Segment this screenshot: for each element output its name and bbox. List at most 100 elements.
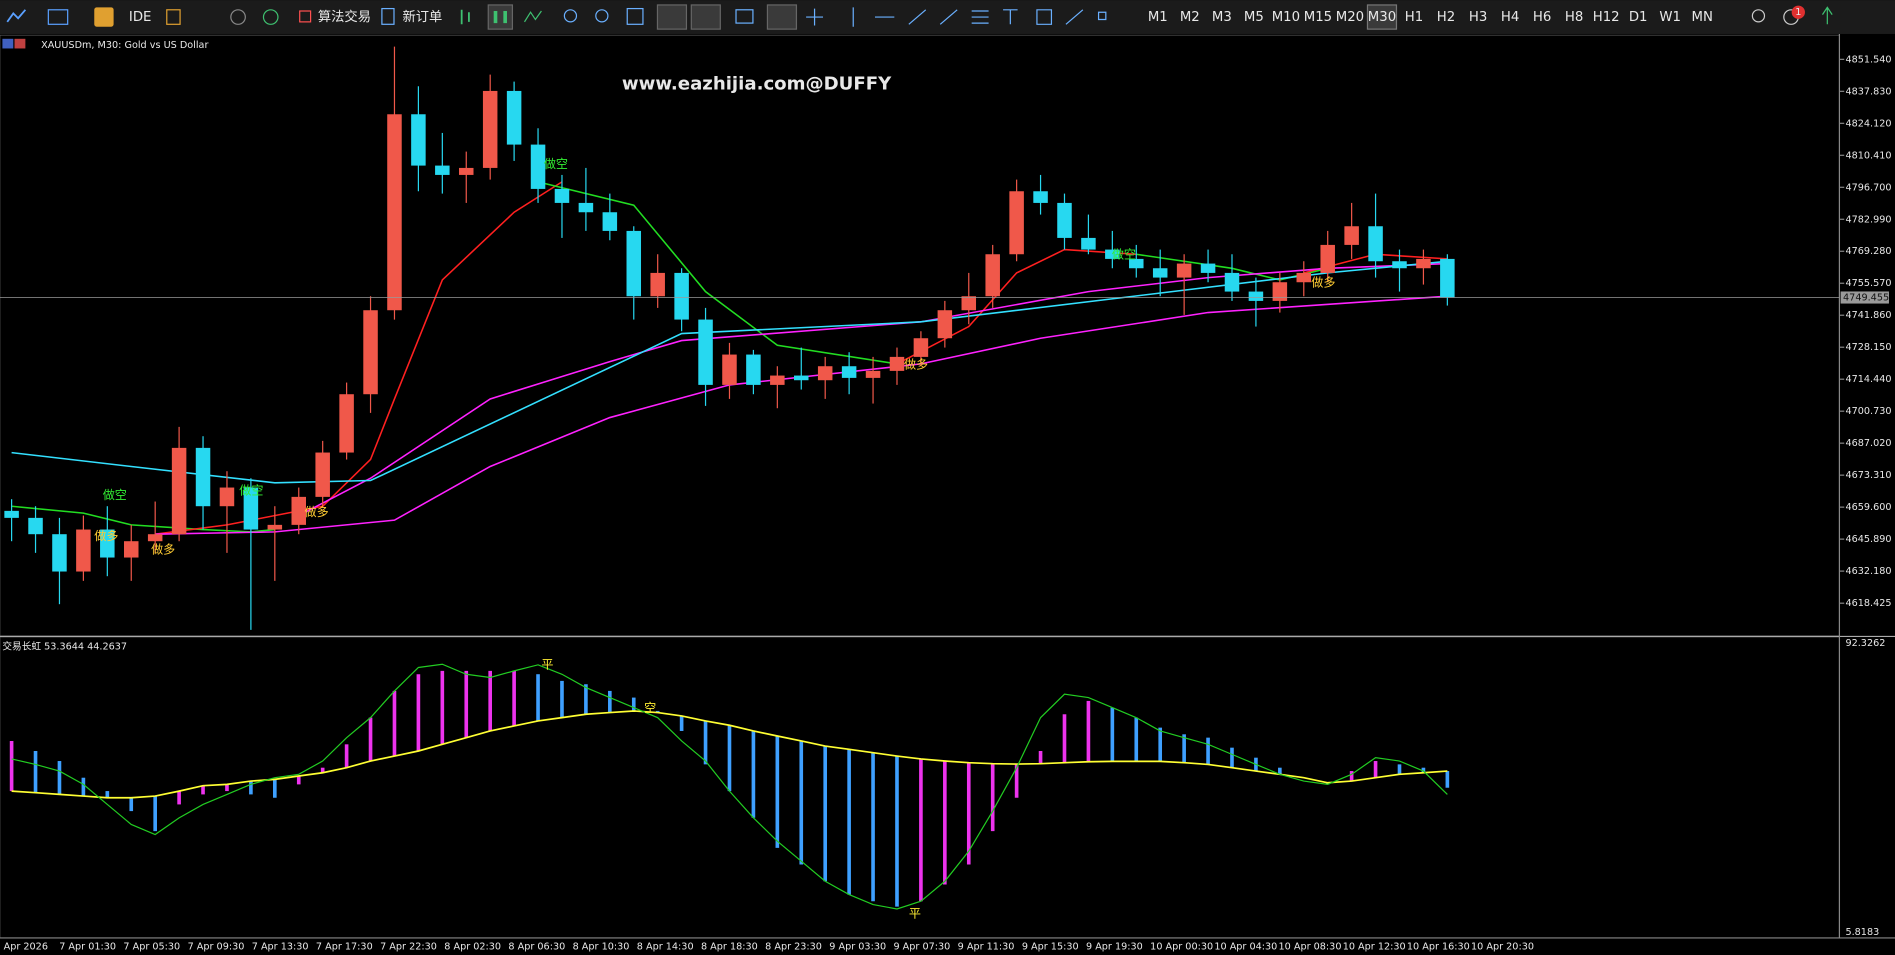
algo-trading-button[interactable]: 算法交易 (318, 8, 371, 25)
candle-body (28, 517, 43, 535)
search-icon[interactable] (1751, 9, 1766, 23)
timeframe-button[interactable]: M1 (1148, 10, 1168, 25)
timeframe-button[interactable]: M10 (1272, 10, 1300, 25)
bars-icon[interactable] (460, 9, 470, 25)
candle-body (100, 529, 115, 558)
time-label: 10 Apr 16:30 (1407, 941, 1470, 952)
autoscroll-icon[interactable] (690, 4, 721, 30)
crosshair-icon[interactable] (806, 8, 824, 26)
candle-body (530, 144, 546, 189)
timeframe-button[interactable]: M5 (1244, 10, 1264, 25)
toolbar-bg (0, 0, 1895, 34)
candle-body (459, 167, 474, 175)
candle-body (770, 375, 785, 385)
zoom-out-icon[interactable] (595, 9, 609, 23)
indicator-annotation: 平 (541, 657, 553, 671)
timeframe-button[interactable]: H2 (1437, 10, 1455, 25)
signal-line (11, 710, 1448, 799)
grid-icon[interactable] (626, 7, 644, 25)
indicator-title: 交易长虹 53.3644 44.2637 (2, 641, 127, 653)
time-label: 8 Apr 06:30 (508, 941, 565, 952)
cursor-icon[interactable] (766, 4, 798, 30)
signal-annotation: 做多 (1311, 274, 1335, 289)
candle-body (1416, 258, 1431, 269)
timeframe-button[interactable]: H1 (1405, 10, 1423, 25)
time-label: Apr 2026 (4, 941, 48, 952)
time-label: 7 Apr 01:30 (59, 941, 116, 952)
candle-body (147, 534, 163, 542)
new-order-button[interactable]: 新订单 (402, 9, 442, 25)
cloud-icon[interactable] (230, 9, 246, 25)
candle-body (1176, 263, 1192, 278)
timeframe-button[interactable]: H8 (1565, 10, 1583, 25)
moving-average (298, 262, 1448, 517)
candle-body (650, 272, 665, 297)
candle-body (794, 375, 809, 381)
time-label: 9 Apr 11:30 (958, 941, 1015, 952)
zoom-in-icon[interactable] (563, 9, 578, 23)
screenshot-icon[interactable] (735, 9, 754, 24)
timeframe-button[interactable]: H6 (1533, 10, 1551, 25)
candle-body (722, 354, 737, 385)
price-label: 4700.730 (1845, 406, 1891, 417)
algo-icon[interactable] (299, 10, 312, 23)
timeframe-button[interactable]: M15 (1304, 10, 1332, 25)
timeframe-button[interactable]: M2 (1180, 10, 1200, 25)
chart-icon[interactable] (6, 9, 27, 23)
price-label: 4673.310 (1845, 470, 1891, 481)
price-label: 4645.890 (1845, 534, 1891, 545)
timeframe-button[interactable]: H4 (1501, 10, 1519, 25)
time-label: 8 Apr 10:30 (573, 941, 630, 952)
signal-strength-icon[interactable] (1821, 6, 1833, 25)
drawing-tools[interactable] (852, 7, 1107, 27)
timeframe-button[interactable]: M20 (1336, 10, 1364, 25)
timeframe-button[interactable]: W1 (1659, 10, 1681, 25)
bag-icon[interactable] (166, 9, 181, 25)
candle-body (985, 254, 1000, 297)
price-label: 4824.120 (1845, 118, 1891, 129)
time-label: 9 Apr 19:30 (1086, 941, 1143, 952)
chart-type-icon[interactable] (47, 9, 69, 25)
candle-body (698, 319, 713, 385)
time-label: 7 Apr 13:30 (252, 941, 309, 952)
price-label: 4810.410 (1845, 150, 1891, 161)
candle-body (291, 496, 307, 525)
candle-body (1344, 226, 1359, 245)
moving-average (155, 295, 1448, 535)
candle-body (267, 524, 283, 530)
candle-body (865, 370, 881, 378)
candle-body (1009, 191, 1024, 255)
candles-icon-active[interactable] (487, 4, 514, 30)
watermark: www.eazhijia.com@DUFFY (622, 74, 892, 95)
timeframe-button[interactable]: M30 (1368, 10, 1396, 25)
badge-bg (1791, 5, 1805, 19)
price-label: 4741.860 (1845, 310, 1891, 321)
candle-body (889, 356, 905, 371)
signal-icon[interactable] (262, 9, 279, 25)
signal-annotation: 做空 (1112, 247, 1136, 262)
timeframe-button[interactable]: H12 (1593, 10, 1620, 25)
signal-annotation: 做空 (239, 482, 263, 497)
timeframe-button[interactable]: MN (1692, 10, 1713, 25)
order-icon[interactable] (381, 7, 395, 25)
price-label: 4714.440 (1845, 374, 1891, 385)
time-label: 10 Apr 00:30 (1150, 941, 1213, 952)
price-label: 4618.425 (1845, 598, 1891, 609)
candle-body (817, 366, 833, 381)
market-icon[interactable] (94, 7, 114, 27)
indicator-scale-label: 5.8183 (1845, 927, 1879, 938)
timeframe-button[interactable]: D1 (1629, 10, 1648, 25)
candle-body (554, 188, 570, 203)
timeframe-bar: M1 M2 M3 M5 M10 M15 M20 M30 H1 H2 H3 H4 H6 H8 H12 D1 W1 M… (1148, 4, 1713, 30)
line-icon[interactable] (523, 10, 542, 23)
candle-body (602, 212, 618, 231)
ide-button[interactable]: IDE (129, 10, 152, 25)
candles-icon[interactable] (493, 11, 507, 24)
timeframe-button[interactable]: M3 (1212, 10, 1232, 25)
time-label: 9 Apr 03:30 (829, 941, 886, 952)
signal-annotation: 做多 (305, 504, 329, 519)
shift-icon[interactable] (656, 4, 688, 30)
timeframe-button[interactable]: H3 (1469, 10, 1487, 25)
candle-body (1081, 237, 1096, 250)
